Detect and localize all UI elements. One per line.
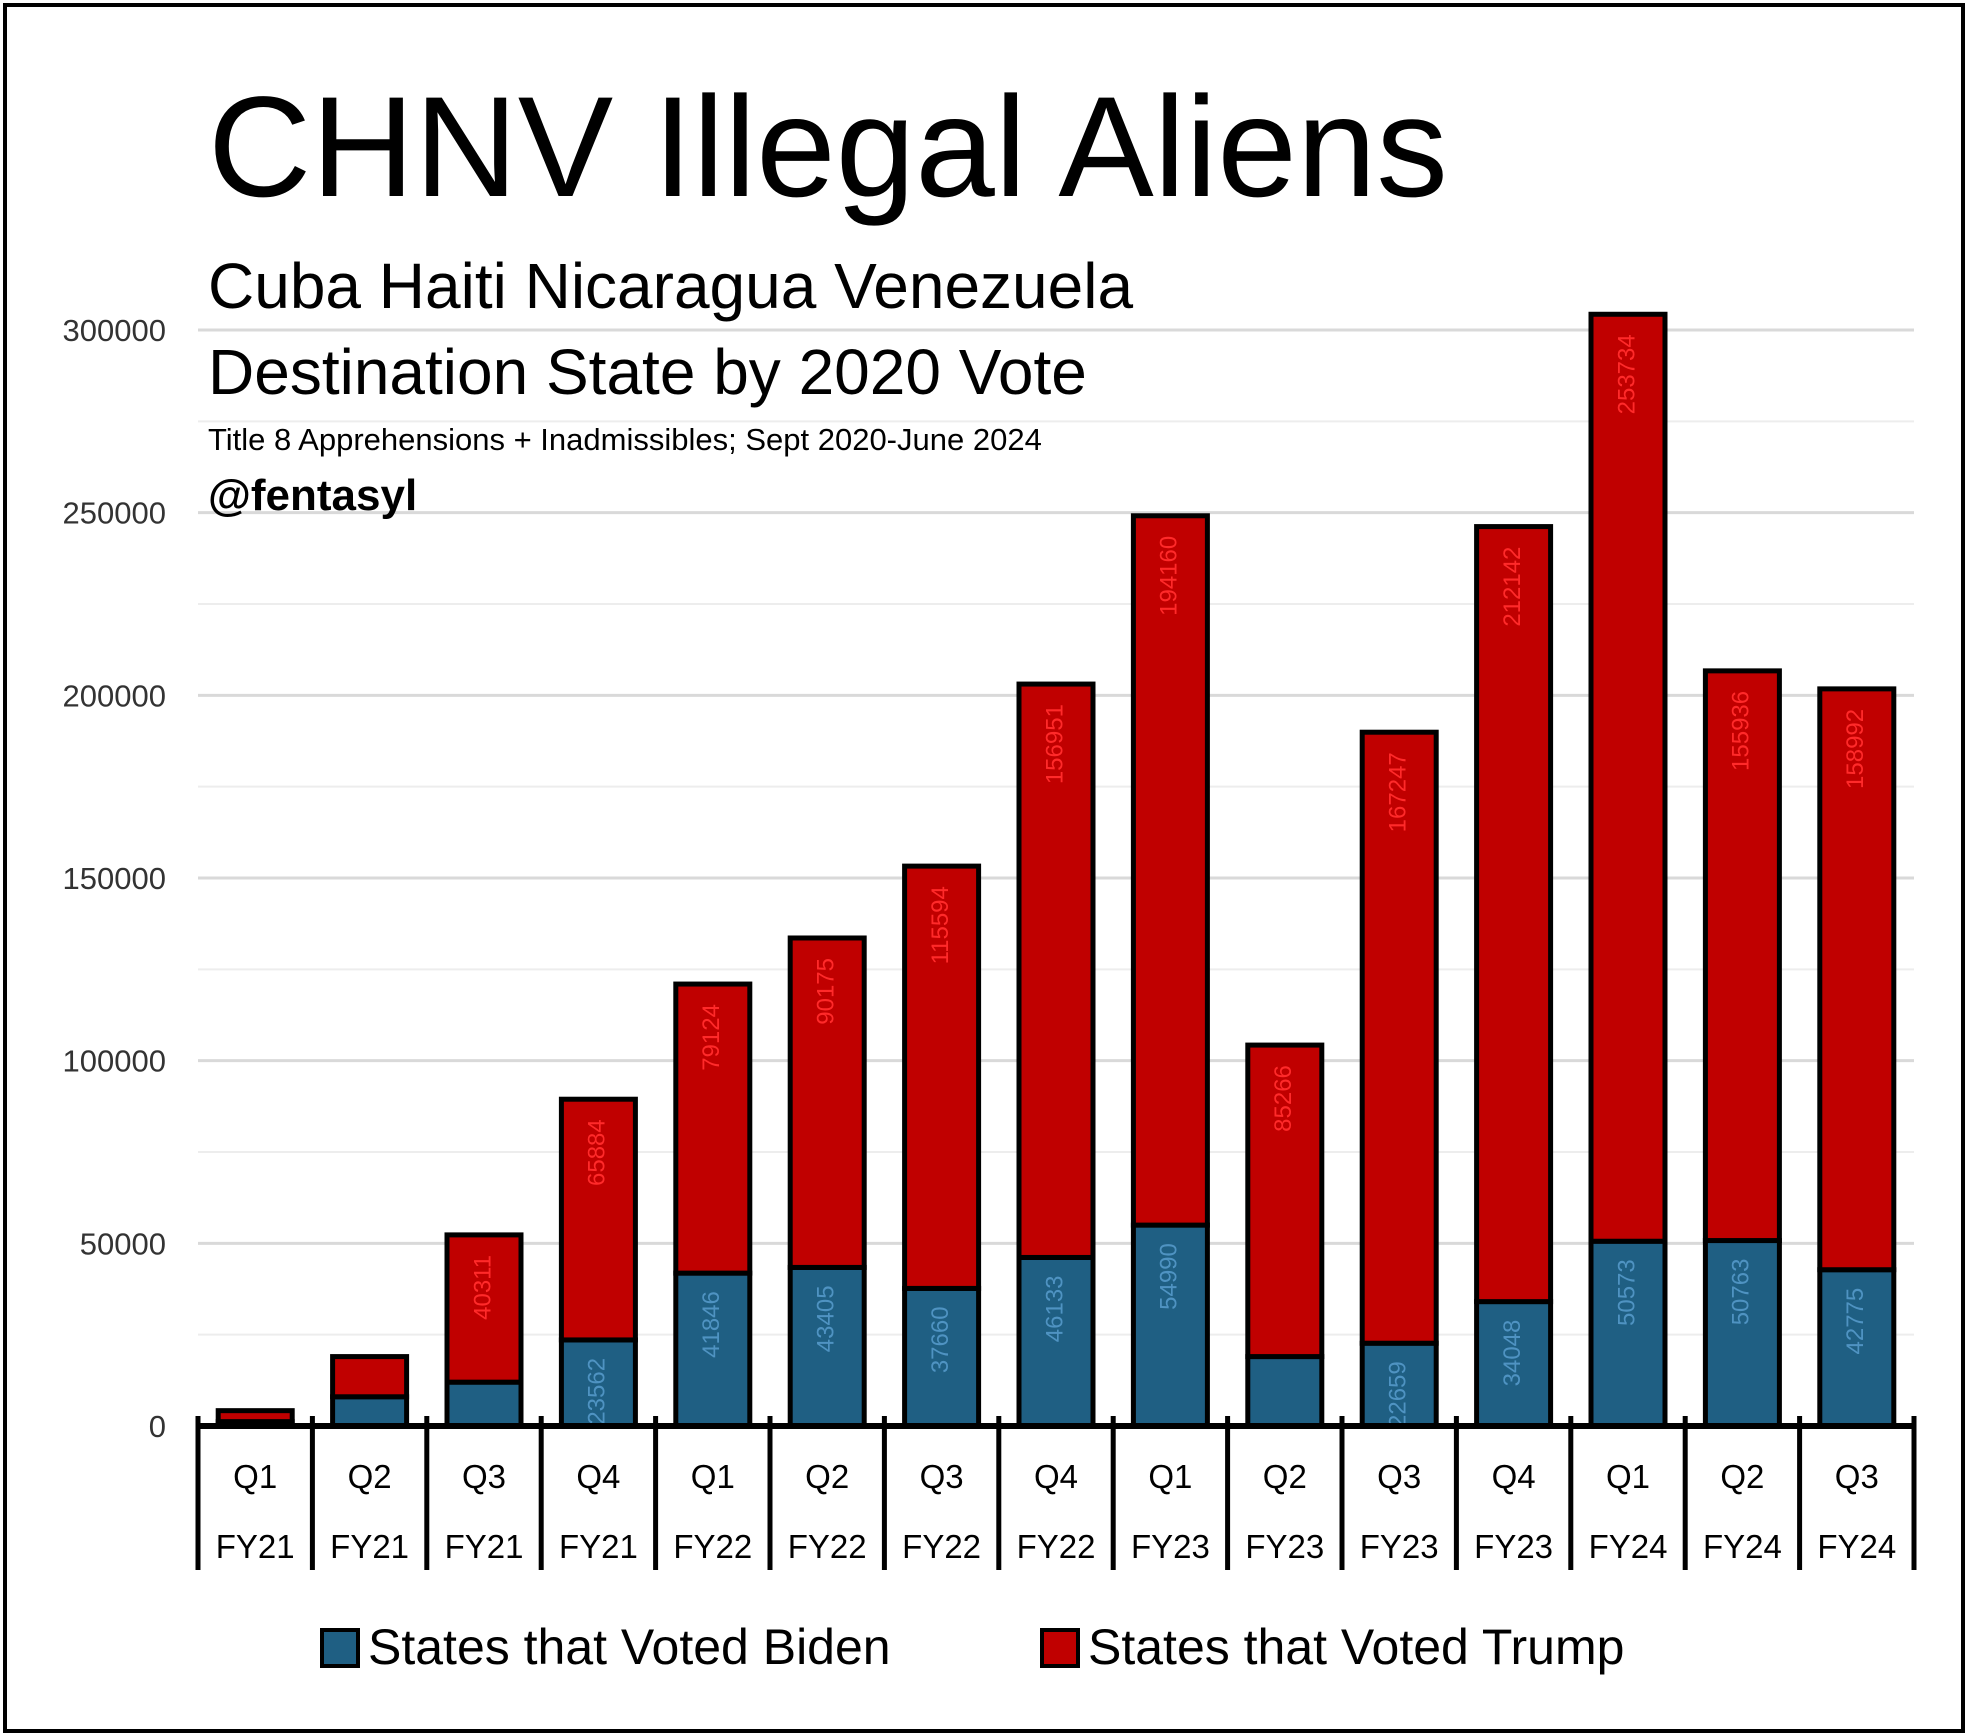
x-tick-label-quarter: Q3	[1835, 1458, 1879, 1495]
x-tick-label-fiscal-year: FY24	[1817, 1528, 1896, 1565]
data-label-biden: 43405	[813, 1285, 840, 1352]
y-tick-label: 300000	[63, 313, 166, 348]
bar-segment-trump	[1016, 681, 1096, 1260]
y-tick-label: 250000	[63, 496, 166, 531]
x-tick-label-quarter: Q1	[1606, 1458, 1650, 1495]
bar-segment-biden	[558, 1337, 638, 1429]
chart-subtitle-2: Destination State by 2020 Vote	[208, 336, 1087, 408]
data-label-trump: 155936	[1728, 691, 1755, 771]
x-tick-label-fiscal-year: FY22	[673, 1528, 752, 1565]
x-tick-label-fiscal-year: FY22	[902, 1528, 981, 1565]
x-tick-label-fiscal-year: FY21	[559, 1528, 638, 1565]
x-tick-label-fiscal-year: FY24	[1703, 1528, 1782, 1565]
data-label-trump: 79124	[698, 1004, 725, 1071]
y-tick-label: 200000	[63, 678, 166, 713]
bar-segment-trump	[1702, 668, 1782, 1244]
x-tick-label-fiscal-year: FY21	[216, 1528, 295, 1565]
bar-segment-biden	[444, 1379, 524, 1429]
x-axis: Q1 FY21 Q2 FY21 Q3 FY21 Q4 FY21 Q1 FY22 Q2 FY22 Q3 FY…	[195, 1416, 1917, 1570]
y-tick-label: 50000	[80, 1226, 166, 1261]
x-tick-label-quarter: Q2	[1263, 1458, 1307, 1495]
legend-label-trump: States that Voted Trump	[1088, 1619, 1624, 1675]
data-label-trump: 253734	[1613, 334, 1640, 414]
bar-segment-trump	[558, 1096, 638, 1343]
y-axis-ticks: 300000 250000 200000 150000 100000 50000 0	[63, 313, 166, 1444]
x-tick-label-fiscal-year: FY23	[1360, 1528, 1439, 1565]
bar-segment-biden	[1245, 1354, 1325, 1429]
bar-segment-biden	[1130, 1222, 1210, 1429]
bar-segment-biden	[1016, 1254, 1096, 1429]
bar-segment-biden	[673, 1270, 753, 1429]
author-handle: @fentasyl	[208, 471, 417, 520]
data-label-biden: 54990	[1156, 1243, 1183, 1310]
data-label-biden: 37660	[927, 1306, 954, 1373]
x-tick-label-quarter: Q4	[1034, 1458, 1078, 1495]
legend: States that Voted Biden States that Vote…	[320, 1619, 1624, 1675]
x-tick-label-quarter: Q2	[348, 1458, 392, 1495]
data-label-biden: 46133	[1041, 1275, 1068, 1342]
data-label-trump: 194160	[1156, 536, 1183, 616]
bar-segment-biden	[330, 1394, 410, 1429]
data-label-trump: 212142	[1499, 547, 1526, 627]
bar-segment-trump	[1130, 513, 1210, 1228]
data-label-biden: 50573	[1613, 1259, 1640, 1326]
x-tick-label-quarter: Q2	[805, 1458, 849, 1495]
y-tick-label: 150000	[63, 861, 166, 896]
data-label-biden: 22659	[1385, 1361, 1412, 1428]
x-tick-label-fiscal-year: FY22	[1017, 1528, 1096, 1565]
chart-title: CHNV Illegal Aliens	[208, 68, 1448, 227]
x-tick-label-quarter: Q2	[1720, 1458, 1764, 1495]
x-tick-label-fiscal-year: FY23	[1474, 1528, 1553, 1565]
x-tick-label-quarter: Q1	[233, 1458, 277, 1495]
bar-segment-trump	[787, 935, 867, 1270]
data-label-biden: 41846	[698, 1291, 725, 1358]
data-label-trump: 156951	[1041, 704, 1068, 784]
x-tick-label-quarter: Q1	[691, 1458, 735, 1495]
x-tick-label-fiscal-year: FY21	[330, 1528, 409, 1565]
data-label-trump: 90175	[813, 958, 840, 1025]
legend-label-biden: States that Voted Biden	[368, 1619, 891, 1675]
bar-segment-biden	[1817, 1267, 1897, 1429]
x-tick-label-quarter: Q4	[1492, 1458, 1536, 1495]
data-label-biden: 23562	[584, 1358, 611, 1425]
legend-swatch-biden	[320, 1628, 360, 1668]
x-tick-label-quarter: Q3	[920, 1458, 964, 1495]
bars-group: 40311 23562 65884 41846 79124 43405 90175 37660…	[215, 311, 1897, 1429]
data-label-trump: 158992	[1842, 709, 1869, 789]
legend-swatch-trump	[1040, 1628, 1080, 1668]
bar-segment-trump	[1245, 1042, 1325, 1360]
x-tick-label-fiscal-year: FY23	[1131, 1528, 1210, 1565]
x-tick-label-quarter: Q3	[1377, 1458, 1421, 1495]
bar-segment-trump	[215, 1408, 295, 1425]
x-tick-label-quarter: Q4	[576, 1458, 620, 1495]
data-label-trump: 65884	[584, 1119, 611, 1186]
y-tick-label: 0	[149, 1409, 166, 1444]
data-label-biden: 34048	[1499, 1320, 1526, 1387]
chart-subtitle: Cuba Haiti Nicaragua Venezuela	[208, 250, 1133, 322]
bar-segment-trump	[1474, 524, 1554, 1305]
x-tick-label-quarter: Q1	[1148, 1458, 1192, 1495]
bar-segment-trump	[330, 1354, 410, 1400]
data-label-trump: 167247	[1385, 752, 1412, 832]
bar-segment-trump	[1588, 311, 1668, 1244]
x-tick-label-fiscal-year: FY22	[788, 1528, 867, 1565]
chart-note: Title 8 Apprehensions + Inadmissibles; S…	[208, 422, 1042, 457]
data-label-biden: 42775	[1842, 1288, 1869, 1355]
bar-segment-trump	[444, 1232, 524, 1385]
data-label-trump: 40311	[469, 1255, 496, 1320]
x-tick-label-quarter: Q3	[462, 1458, 506, 1495]
bar-segment-trump	[1817, 686, 1897, 1273]
bar-segment-trump	[902, 863, 982, 1291]
data-label-trump: 115594	[927, 886, 954, 964]
bar-segment-trump	[673, 981, 753, 1276]
x-tick-label-fiscal-year: FY23	[1245, 1528, 1324, 1565]
x-tick-label-fiscal-year: FY21	[445, 1528, 524, 1565]
bar-segment-biden	[1702, 1238, 1782, 1429]
x-tick-label-fiscal-year: FY24	[1589, 1528, 1668, 1565]
bar-segment-trump	[1359, 729, 1439, 1346]
data-label-biden: 50763	[1728, 1259, 1755, 1326]
y-tick-label: 100000	[63, 1044, 166, 1079]
data-label-trump: 85266	[1270, 1065, 1297, 1132]
